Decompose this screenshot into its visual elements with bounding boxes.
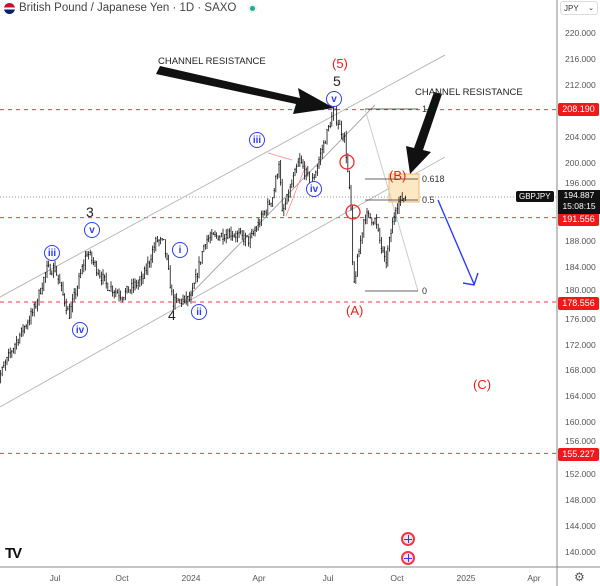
annotation-channel-resistance: CHANNEL RESISTANCE bbox=[415, 87, 523, 98]
wave-label-v: v bbox=[84, 222, 100, 238]
time-tick: 2024 bbox=[181, 573, 201, 583]
fib-level-0618: 0.618 bbox=[422, 174, 445, 184]
price-tick: 204.000 bbox=[565, 131, 596, 142]
economic-event-icon[interactable] bbox=[401, 532, 415, 546]
wave-label-3: 3 bbox=[86, 204, 94, 220]
price-tick: 140.000 bbox=[565, 547, 596, 558]
price-tick: 164.000 bbox=[565, 391, 596, 402]
price-tick: 196.000 bbox=[565, 178, 596, 188]
fib-level-1: 1 bbox=[422, 104, 428, 114]
fib-level-05: 0.5 bbox=[422, 195, 435, 205]
wave-label-B: (B) bbox=[389, 168, 407, 183]
wave-label-A: (A) bbox=[346, 303, 364, 318]
red-circle-marker bbox=[345, 204, 361, 220]
time-tick: Jul bbox=[49, 573, 61, 583]
symbol-title[interactable]: British Pound / Japanese Yen · 1D · SAXO bbox=[19, 2, 237, 14]
wave-label-i: i bbox=[172, 242, 188, 258]
price-badge-208: 208.190 bbox=[558, 103, 599, 116]
price-tick: 176.000 bbox=[565, 313, 596, 324]
time-tick: Apr bbox=[252, 573, 266, 583]
economic-event-icon[interactable] bbox=[401, 551, 415, 565]
price-tick: 156.000 bbox=[565, 436, 596, 446]
arrow-blue-head bbox=[462, 272, 479, 286]
symbol-badge: GBPJPY bbox=[516, 191, 554, 202]
chart-header[interactable]: British Pound / Japanese Yen · 1D · SAXO bbox=[4, 2, 258, 14]
gbp-flag-icon bbox=[4, 2, 15, 14]
last-price-value: 194.887 bbox=[563, 190, 595, 200]
wave-label-ii: ii bbox=[191, 304, 207, 320]
wave-label-iii: iii bbox=[249, 132, 265, 148]
wave-label-4: 4 bbox=[168, 307, 176, 323]
trend-line-red bbox=[267, 152, 293, 161]
trend-line-red bbox=[285, 164, 307, 217]
time-tick: Oct bbox=[390, 573, 404, 583]
settings-icon[interactable]: ⚙ bbox=[574, 570, 585, 584]
price-tick: 172.000 bbox=[565, 339, 596, 350]
wave-label-iv: iv bbox=[306, 181, 322, 197]
last-price-badge: 194.887 15:08:15 bbox=[558, 190, 600, 214]
time-tick: 2025 bbox=[456, 573, 476, 583]
currency-dropdown[interactable]: JPY ⌄ bbox=[560, 1, 598, 15]
price-tick: 168.000 bbox=[565, 365, 596, 376]
price-tick: 152.000 bbox=[565, 469, 596, 480]
price-tick: 160.000 bbox=[565, 417, 596, 428]
price-tick: 188.000 bbox=[565, 235, 596, 246]
price-tick: 144.000 bbox=[565, 521, 596, 532]
arrow-black-1 bbox=[156, 66, 334, 114]
price-tick: 220.000 bbox=[565, 28, 596, 38]
price-badge-178: 178.556 bbox=[558, 297, 599, 310]
arrow-blue-shaft bbox=[437, 199, 475, 285]
wave-label-iii: iii bbox=[44, 245, 60, 261]
price-tick: 148.000 bbox=[565, 495, 596, 506]
price-tick: 184.000 bbox=[565, 261, 596, 272]
price-tick: 216.000 bbox=[565, 53, 596, 64]
time-tick: Apr bbox=[527, 573, 541, 583]
price-badge-191: 191.556 bbox=[558, 213, 599, 226]
price-tick: 200.000 bbox=[565, 157, 596, 168]
price-tick: 212.000 bbox=[565, 79, 596, 90]
wave-label-5-major: (5) bbox=[332, 56, 348, 71]
arrow-black-2 bbox=[406, 92, 442, 174]
wave-label-iv: iv bbox=[72, 322, 88, 338]
channel-lower-line bbox=[0, 156, 446, 408]
price-tick: 180.000 bbox=[565, 285, 596, 295]
wave-label-5: 5 bbox=[333, 73, 341, 89]
annotation-channel-resistance: CHANNEL RESISTANCE bbox=[158, 56, 266, 67]
currency-label: JPY bbox=[564, 4, 579, 13]
fib-level-0: 0 bbox=[422, 286, 428, 296]
price-badge-155: 155.227 bbox=[558, 448, 599, 461]
tradingview-logo[interactable]: TV bbox=[5, 545, 22, 562]
time-tick: Oct bbox=[115, 573, 129, 583]
channel-upper-line bbox=[0, 54, 446, 298]
time-tick: Jul bbox=[322, 573, 334, 583]
wave-label-C: (C) bbox=[473, 377, 492, 392]
red-circle-marker bbox=[339, 154, 355, 170]
market-open-icon bbox=[248, 3, 258, 13]
chevron-down-icon: ⌄ bbox=[588, 5, 594, 12]
wave-label-v: v bbox=[326, 91, 342, 107]
bar-countdown: 15:08:15 bbox=[562, 201, 596, 211]
